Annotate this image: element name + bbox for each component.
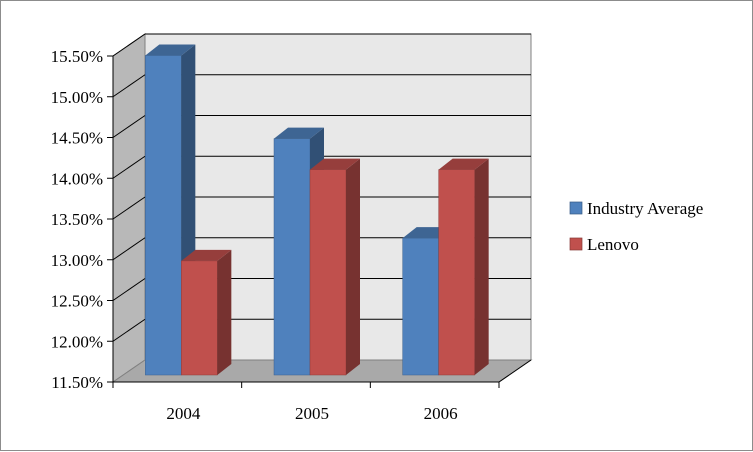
legend-item: Industry Average [569,199,703,218]
bar-top [274,127,324,139]
y-tick-label: 15.00% [51,88,103,107]
y-tick-label: 15.50% [51,47,103,66]
bar-side [474,158,489,375]
bar-top [438,158,489,170]
bar-front [438,169,475,376]
bar-top [145,44,196,56]
y-tick-label: 11.50% [51,373,103,392]
bars [145,44,489,376]
y-tick-label: 13.00% [51,251,103,270]
legend-swatch [569,237,583,251]
x-tick-label: 2006 [424,404,458,423]
y-axis-ticks: 11.50% 12.00% 12.50% 13.00% 13.50% 14.00% 14.5… [51,47,532,392]
bar-front [309,169,347,376]
legend: Industry Average Lenovo [569,199,703,254]
floor-edge [498,359,532,383]
bar [181,249,232,376]
bar-top [181,249,232,261]
bar-side [217,249,232,375]
y-tick-label: 14.50% [51,129,103,148]
bar-front [273,138,311,376]
legend-swatch [569,201,583,215]
x-tick-label: 2004 [166,404,201,423]
bar-top [310,158,360,170]
gridline-side [112,155,146,179]
bar [438,158,489,376]
y-tick-label: 12.50% [51,292,103,311]
y-tick-label: 12.00% [51,332,103,351]
bar-front [402,237,439,376]
bar-front [181,260,218,376]
gridline-side [112,115,146,138]
x-axis-ticks: 2004 2005 2006 [112,382,500,423]
gridline-side [112,196,146,220]
legend-item: Lenovo [569,235,639,254]
legend-label: Lenovo [587,235,639,254]
gridline-side [112,33,146,57]
bar-front [145,55,182,376]
gridline-side [112,278,146,301]
gridline-side [112,74,146,98]
y-tick-label: 13.50% [51,210,103,229]
bar [309,158,360,376]
gridline-side [112,237,146,261]
y-tick-label: 14.00% [51,169,103,188]
gridline-side [112,318,146,342]
x-tick-label: 2005 [295,404,329,423]
bar-side [346,158,360,375]
legend-label: Industry Average [587,199,703,218]
